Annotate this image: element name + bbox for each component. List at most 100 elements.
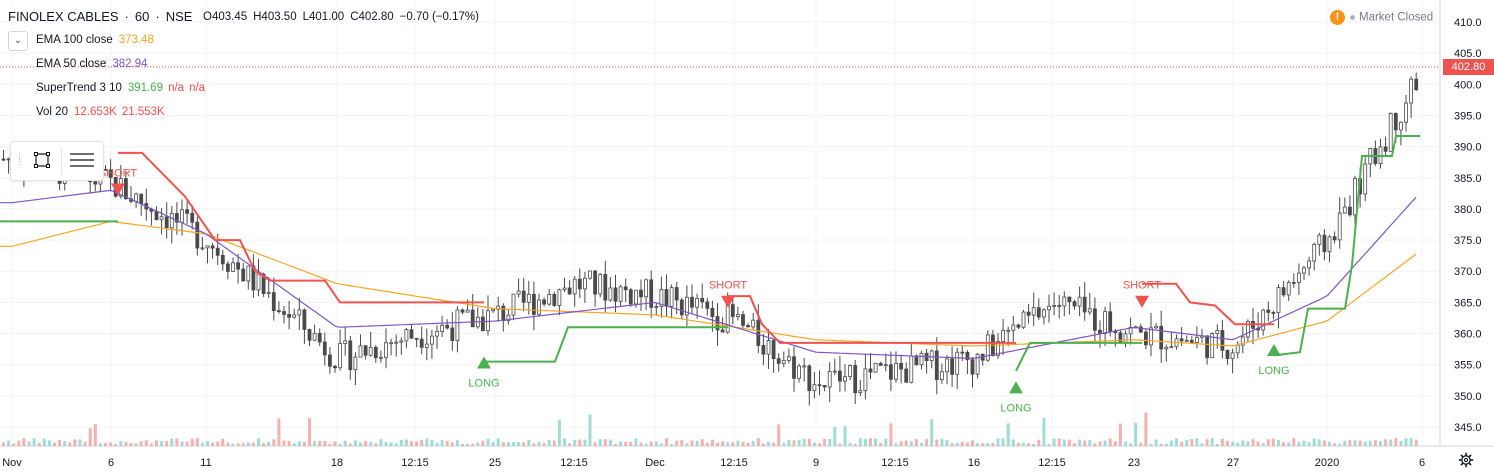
lines-icon[interactable]: [69, 151, 95, 169]
volume-bar: [1256, 441, 1260, 446]
candle-body: [537, 299, 541, 315]
volume-bar: [563, 438, 566, 446]
supertrend-up-line: [1015, 341, 1142, 372]
candle-body: [827, 371, 832, 388]
volume-bar: [874, 438, 878, 446]
candle-body: [593, 270, 597, 295]
candle-body: [792, 356, 796, 379]
candle-body: [317, 332, 322, 343]
volume-bar: [175, 438, 179, 446]
volume-bar: [404, 439, 408, 446]
indicator-volume[interactable]: Vol 20 12.653K 21.553K: [36, 106, 165, 118]
y-tick-label: 355.0: [1454, 360, 1482, 372]
volume-bar: [1093, 443, 1097, 446]
title-sep: ·: [124, 9, 129, 24]
volume-bar: [812, 442, 816, 446]
x-tick-label: 6: [1419, 457, 1425, 469]
candle-body: [154, 210, 159, 221]
indicator-value-na: n/a: [189, 82, 206, 94]
candle-body: [1159, 325, 1164, 350]
long-signal-arrow: [1009, 381, 1023, 394]
indicator-supertrend[interactable]: SuperTrend 3 10 391.69 n/a n/a: [36, 82, 205, 94]
candle-body: [909, 355, 914, 383]
volume-bar: [914, 439, 918, 446]
volume-bar: [1348, 440, 1352, 446]
volume-bar: [282, 440, 286, 446]
volume-bar: [1190, 438, 1194, 446]
volume-bar: [1231, 441, 1235, 446]
candle-body: [1128, 326, 1133, 335]
candle-body: [1246, 320, 1250, 338]
volume-bar: [971, 440, 974, 446]
volume-bar: [491, 442, 495, 446]
candle-body: [577, 278, 582, 290]
x-tick-label: 9: [813, 457, 819, 469]
candle-body: [1087, 308, 1092, 313]
candle-body: [1144, 331, 1148, 346]
candle-body: [1026, 311, 1031, 316]
candle-body: [1062, 296, 1067, 307]
x-tick-label: 25: [489, 457, 501, 469]
candle-body: [1138, 326, 1143, 333]
candle-body: [1404, 102, 1408, 123]
warning-icon[interactable]: !: [1330, 10, 1345, 25]
volume-bar: [155, 440, 158, 446]
y-tick-label: 360.0: [1454, 329, 1482, 341]
candle-body: [348, 340, 353, 371]
indicator-ema100[interactable]: EMA 100 close 373.48: [36, 34, 154, 46]
candle-body: [1072, 301, 1077, 307]
candle-body: [1123, 333, 1128, 344]
indicator-ema50[interactable]: EMA 50 close 382.94: [36, 58, 148, 70]
volume-bar: [73, 439, 77, 446]
volume-bar: [246, 442, 250, 446]
volume-bar: [68, 442, 72, 446]
symbol-name: FINOLEX CABLES: [8, 9, 119, 24]
candle-body: [934, 350, 939, 380]
volume-bar: [930, 419, 934, 446]
volume-bar: [741, 441, 745, 446]
candle-body: [404, 329, 409, 342]
candle-body: [455, 309, 460, 342]
candle-body: [914, 355, 919, 366]
volume-bar: [517, 441, 521, 446]
candle-body: [276, 310, 281, 313]
rectangle-icon[interactable]: [33, 151, 51, 169]
candle-body: [853, 365, 858, 394]
volume-bar: [1175, 438, 1178, 446]
volume-bar: [940, 438, 944, 446]
volume-bar: [1302, 440, 1306, 446]
candle-body: [1093, 308, 1097, 331]
candle-body: [623, 286, 628, 291]
candle-body: [1327, 236, 1332, 253]
volume-bar: [675, 440, 679, 446]
candle-body: [210, 245, 215, 249]
market-status[interactable]: ! Market Closed: [1330, 10, 1433, 25]
volume-bar: [359, 442, 362, 446]
candle-body: [450, 327, 455, 342]
candle-body: [751, 319, 756, 328]
volume-bar: [649, 441, 653, 446]
candle-body: [435, 331, 439, 337]
volume-bar: [440, 440, 444, 446]
candle-body: [695, 297, 699, 308]
candle-body: [929, 350, 934, 362]
candle-body: [241, 268, 246, 282]
volume-bar: [149, 443, 153, 446]
volume-bar: [1307, 442, 1311, 446]
candle-body: [812, 384, 817, 392]
volume-bar: [1399, 441, 1403, 446]
volume-bar: [1404, 438, 1408, 446]
change-value: −0.70 (−0.17%): [399, 11, 479, 23]
indicator-name: EMA 100 close: [36, 34, 113, 46]
volume-bar: [583, 439, 587, 446]
x-tick-label: 27: [1227, 457, 1239, 469]
volume-bar: [777, 424, 781, 446]
volume-bar: [114, 443, 118, 446]
gear-icon[interactable]: [1458, 452, 1474, 468]
collapse-legend-button[interactable]: ⌄: [8, 31, 28, 51]
volume-bar: [700, 439, 704, 446]
candle-body: [1332, 236, 1337, 241]
candle-body: [460, 309, 465, 313]
drag-handle-icon[interactable]: ⋮ ⋮: [15, 151, 24, 166]
